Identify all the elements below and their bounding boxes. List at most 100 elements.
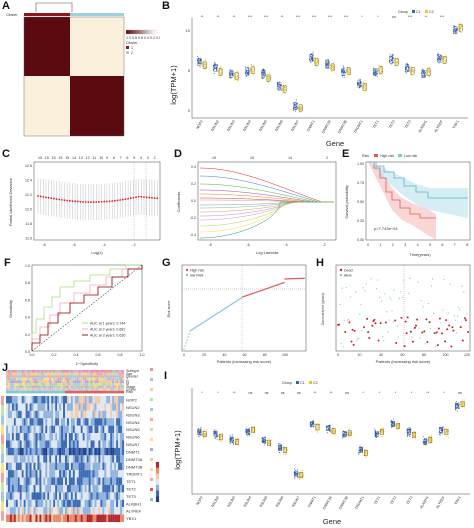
heatmap-cell <box>47 447 50 456</box>
annotation-cell <box>88 383 91 386</box>
heatmap-cell <box>41 470 44 478</box>
data-point <box>205 428 207 431</box>
top-tick: 3 <box>147 156 149 160</box>
annotation-cell <box>96 372 99 376</box>
gene-label: YBX1 <box>454 496 462 506</box>
heatmap-cell <box>66 514 69 523</box>
heatmap-cell <box>78 455 81 463</box>
heatmap-cell <box>37 462 40 471</box>
heatmap-cell <box>106 425 109 434</box>
legend-swatch <box>150 408 153 411</box>
data-point <box>345 431 347 433</box>
heatmap-cell <box>65 462 68 471</box>
data-point <box>445 428 447 430</box>
data-point <box>422 71 424 73</box>
row-label: DNMT1 <box>126 449 141 454</box>
heatmap-cell <box>57 433 60 441</box>
legend-high: High risk <box>190 268 204 272</box>
annotation-cell <box>102 385 105 389</box>
data-point <box>216 431 218 433</box>
heatmap-cell <box>70 514 73 523</box>
heatmap-cell <box>122 477 125 485</box>
data-point <box>268 439 270 441</box>
annotation-cell <box>80 370 83 373</box>
data-point <box>245 427 247 429</box>
heatmap-cell <box>108 455 111 463</box>
annotation-cell <box>65 377 68 381</box>
annotation-cell <box>100 388 103 391</box>
annotation-cell <box>23 372 26 376</box>
heatmap-cell <box>118 396 121 404</box>
heatmap-cell <box>17 470 20 478</box>
data-point <box>455 401 458 403</box>
annotation-cell <box>33 388 36 391</box>
annotation-cell <box>47 380 50 383</box>
heatmap-cell <box>37 440 40 448</box>
row-group-bar <box>1 415 4 425</box>
panel-label-f: F <box>4 257 11 269</box>
annotation-cell <box>11 370 14 373</box>
heatmap-cell <box>33 440 36 448</box>
data-point <box>396 421 398 423</box>
annotation-cell <box>122 372 125 376</box>
heatmap-cell <box>65 499 68 508</box>
heatmap-cell <box>98 447 101 456</box>
risk-point <box>215 313 218 315</box>
data-point <box>348 429 350 431</box>
block-cluster1 <box>24 17 70 76</box>
data-point <box>295 99 297 101</box>
heatmap-cell <box>112 440 115 448</box>
alive-point <box>429 327 432 330</box>
heatmap-cell <box>102 499 105 508</box>
annotation-cell <box>86 377 89 381</box>
data-point <box>453 29 455 31</box>
annotation-cell <box>94 380 97 383</box>
heatmap-cell <box>51 418 54 426</box>
heatmap-cell <box>70 462 73 471</box>
heatmap-cell <box>86 418 89 426</box>
heatmap-cell <box>51 396 54 404</box>
annotation-cell <box>59 390 62 394</box>
heatmap-cell <box>45 499 48 508</box>
heatmap-cell <box>120 447 123 456</box>
annotation-cell <box>63 370 66 373</box>
heatmap-cell <box>55 433 58 441</box>
heatmap-cell <box>96 507 99 515</box>
heatmap-cell <box>74 396 77 404</box>
heatmap-cell <box>65 470 68 478</box>
data-point <box>349 428 351 430</box>
heatmap-cell <box>66 507 69 515</box>
heatmap-cell <box>21 477 24 485</box>
annotation-cell <box>11 385 14 389</box>
risk-point <box>234 301 237 303</box>
alive-point <box>339 303 341 306</box>
annotation-cell <box>21 388 24 391</box>
heatmap-cell <box>82 514 85 523</box>
data-point <box>315 58 317 61</box>
x-axis-label: Log(λ) <box>91 250 103 255</box>
heatmap-cell <box>13 470 16 478</box>
alive-point <box>393 289 395 291</box>
annotation-cell <box>122 390 125 394</box>
data-point <box>333 429 335 431</box>
heatmap-cell <box>35 484 38 493</box>
heatmap-cell <box>112 455 115 463</box>
annotation-cell <box>47 383 50 386</box>
heatmap-cell <box>86 499 89 508</box>
data-point <box>341 70 343 72</box>
heatmap-cell <box>86 492 89 500</box>
heatmap-cell <box>7 484 10 493</box>
annotation-cell <box>51 388 54 391</box>
x-axis-label: Gene <box>323 517 341 526</box>
annotation-label: Subtype <box>126 369 139 373</box>
data-point <box>263 71 265 73</box>
data-point <box>328 67 330 69</box>
data-point <box>444 59 446 62</box>
data-point <box>327 63 329 65</box>
risk-point <box>222 308 225 311</box>
data-point <box>456 410 458 412</box>
heatmap-cell <box>76 418 79 426</box>
annotation-cell <box>84 377 87 381</box>
data-point <box>392 57 394 59</box>
annotation-cell <box>51 370 54 373</box>
